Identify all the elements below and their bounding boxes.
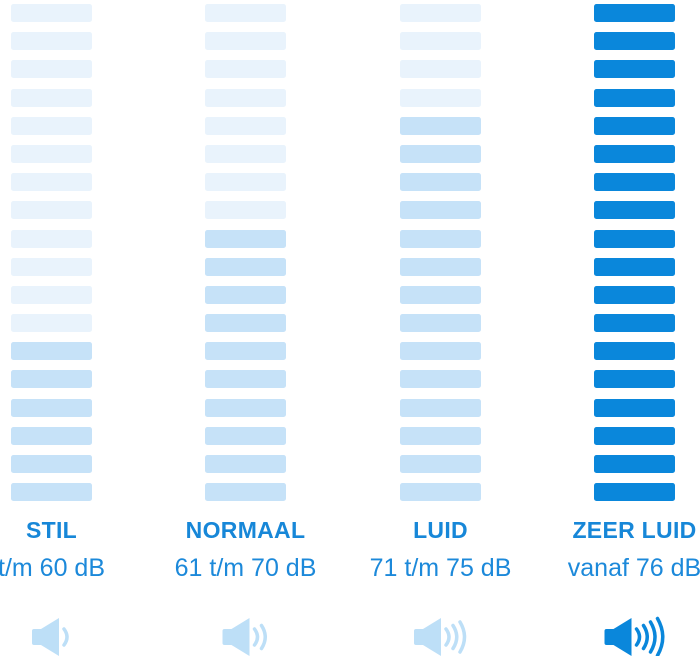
level-bar: [205, 314, 286, 333]
level-bar: [11, 257, 92, 276]
level-bar: [11, 342, 92, 361]
bar-stack-stil: [11, 4, 92, 502]
speaker-1-wave-icon: [31, 617, 72, 656]
level-bar: [594, 173, 675, 192]
level-bar: [594, 144, 675, 163]
db-range-label-zeer-luid: vanaf 76 dB: [567, 554, 700, 582]
level-bar: [205, 426, 286, 445]
level-bar: [205, 257, 286, 276]
level-bar: [205, 32, 286, 51]
level-bar: [594, 398, 675, 417]
level-bar: [205, 229, 286, 248]
level-bar: [11, 116, 92, 135]
level-bar: [11, 483, 92, 502]
column-normaal: NORMAAL 61 t/m 70 dB: [175, 0, 316, 656]
level-bar: [400, 229, 481, 248]
level-bar: [11, 60, 92, 79]
level-bar: [205, 483, 286, 502]
column-luid: LUID 71 t/m 75 dB: [370, 0, 511, 656]
level-bar: [11, 398, 92, 417]
level-bar: [594, 32, 675, 51]
level-bar: [205, 285, 286, 304]
level-bar: [594, 88, 675, 107]
level-bar: [11, 314, 92, 333]
level-bar: [400, 370, 481, 389]
level-bar: [400, 455, 481, 473]
level-bar: [11, 4, 92, 22]
level-bar: [11, 229, 92, 248]
level-bar: [400, 144, 481, 163]
category-label-stil: STIL: [25, 517, 78, 543]
level-bar: [400, 285, 481, 304]
db-range-label-normaal: 61 t/m 70 dB: [174, 554, 317, 582]
level-bar: [11, 173, 92, 192]
level-bar: [11, 32, 92, 51]
bar-stack-zeer-luid: [594, 4, 675, 502]
level-bar: [594, 314, 675, 333]
level-bar: [400, 60, 481, 79]
level-bar: [594, 455, 675, 473]
level-bar: [400, 257, 481, 276]
level-bar: [205, 144, 286, 163]
level-bar: [400, 116, 481, 135]
level-bar: [205, 60, 286, 79]
level-bar: [11, 455, 92, 473]
level-bar: [594, 60, 675, 79]
category-label-luid: LUID: [413, 517, 468, 543]
level-bar: [400, 88, 481, 107]
level-bar: [594, 4, 675, 22]
level-bar: [594, 426, 675, 445]
level-bar: [11, 426, 92, 445]
speaker-2-waves-icon: [222, 617, 269, 656]
speaker-3-waves-icon: [413, 617, 468, 656]
category-label-zeer-luid: ZEER LUID: [572, 517, 697, 543]
level-bar: [11, 370, 92, 389]
category-label-normaal: NORMAAL: [185, 517, 306, 543]
level-bar: [205, 173, 286, 192]
level-bar: [205, 4, 286, 22]
level-bar: [400, 314, 481, 333]
level-bar: [594, 201, 675, 220]
level-bar: [205, 455, 286, 473]
db-range-label-stil: t/m 60 dB: [0, 554, 105, 582]
level-bar: [400, 342, 481, 361]
db-range-label-luid: 71 t/m 75 dB: [369, 554, 512, 582]
level-bar: [205, 398, 286, 417]
level-bar: [594, 116, 675, 135]
column-stil: STIL t/m 60 dB: [0, 0, 105, 656]
level-bar: [400, 426, 481, 445]
level-bar: [400, 398, 481, 417]
bar-stack-luid: [400, 4, 481, 502]
level-bar: [205, 201, 286, 220]
level-bar: [594, 229, 675, 248]
level-bar: [400, 32, 481, 51]
level-bar: [11, 201, 92, 220]
level-bar: [594, 342, 675, 361]
level-bar: [594, 257, 675, 276]
level-bar: [11, 285, 92, 304]
level-bar: [205, 342, 286, 361]
level-bar: [400, 483, 481, 502]
speaker-4-waves-icon: [604, 616, 665, 656]
level-bar: [11, 88, 92, 107]
level-bar: [205, 116, 286, 135]
level-bar: [11, 144, 92, 163]
level-bar: [400, 173, 481, 192]
level-bar: [205, 370, 286, 389]
level-bar: [594, 483, 675, 502]
level-bar: [205, 88, 286, 107]
column-zeer-luid: ZEER LUID vanaf 76 dB: [568, 0, 700, 656]
level-bar: [400, 4, 481, 22]
level-bar: [400, 201, 481, 220]
level-bar: [594, 285, 675, 304]
level-bar: [594, 370, 675, 389]
bar-stack-normaal: [205, 4, 286, 502]
